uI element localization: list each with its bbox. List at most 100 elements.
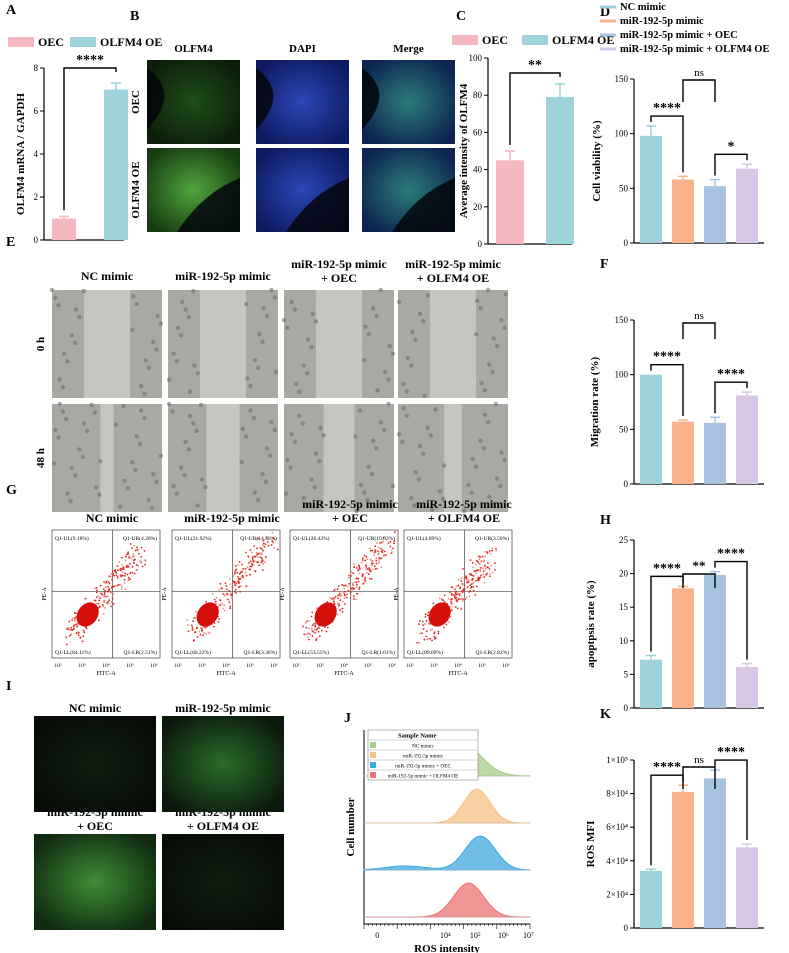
cell-texture: [252, 490, 258, 495]
flow-event: [360, 561, 363, 564]
cell-texture: [309, 345, 314, 350]
y-tick-label: 0: [624, 923, 629, 933]
flow-event: [110, 572, 113, 575]
ros-histogram: 0 10⁴ 10⁵ 10⁶ 10⁷ ROS intensity Cell number Sam…: [345, 729, 534, 953]
flow-event: [248, 561, 250, 564]
flow-event: [264, 543, 267, 546]
flow-event: [421, 620, 424, 623]
cell-texture: [174, 359, 179, 364]
flow-event: [351, 586, 354, 589]
flow-event: [260, 552, 263, 555]
flow-event: [344, 602, 347, 605]
group-label: NC mimic: [69, 701, 122, 715]
flow-event: [79, 636, 82, 639]
flow-event: [365, 564, 367, 567]
panel-label-I: I: [6, 679, 11, 694]
flow-event: [247, 555, 250, 558]
flow-event: [70, 628, 73, 631]
cell-texture: [370, 438, 376, 443]
cell-texture: [421, 451, 426, 456]
cell-texture: [192, 363, 197, 368]
flow-event: [433, 632, 436, 635]
cell-texture: [260, 472, 265, 477]
flow-event: [257, 561, 259, 563]
bar-2: [546, 97, 574, 244]
flow-event: [468, 595, 471, 597]
panel-b-row-label: OLFM4 OE: [130, 161, 142, 218]
panel-label-E: E: [6, 235, 15, 250]
quadrant-label: Q1-UL(4.89%): [407, 535, 441, 542]
cell-texture: [365, 497, 370, 503]
legend-label: miR-192-5p mimic + OLFM4 OE: [620, 44, 769, 55]
flow-event: [100, 592, 102, 595]
cell-texture: [53, 427, 58, 433]
flow-event: [232, 563, 234, 566]
cell-texture: [130, 460, 135, 465]
histogram-trace: [364, 788, 531, 824]
flow-event: [130, 556, 132, 559]
flow-event: [69, 634, 72, 637]
flow-event: [486, 566, 489, 569]
flow-event: [259, 556, 262, 559]
legend-label: miR-192-5p mimic + OEC: [395, 764, 451, 770]
flow-event: [363, 578, 366, 581]
flow-event: [144, 563, 146, 566]
x-axis-label: ROS intensity: [414, 943, 480, 953]
flow-event: [131, 571, 134, 574]
cell-texture: [257, 332, 262, 337]
cell-texture: [297, 389, 302, 394]
legend-label: NC mimic: [620, 2, 666, 13]
scratch-gap: [100, 404, 114, 512]
flow-event: [431, 628, 434, 631]
cell-texture: [154, 347, 159, 352]
quadrant-label: Q1-LR(1.01%): [362, 649, 396, 656]
flow-event: [378, 557, 381, 559]
flow-event: [249, 549, 252, 551]
flow-event: [333, 597, 336, 600]
cell-texture: [470, 456, 475, 462]
legend-label: miR-192-5p mimic: [620, 16, 704, 27]
flow-event: [337, 594, 340, 597]
flow-event: [213, 622, 216, 624]
flow-event: [136, 549, 139, 552]
group-label: NC mimic: [86, 511, 139, 525]
flow-event: [339, 592, 342, 595]
cell-texture: [281, 318, 287, 323]
flow-event: [107, 595, 109, 598]
cell-texture: [183, 307, 188, 312]
flow-event: [461, 567, 464, 570]
cell-texture: [425, 293, 430, 298]
x-tick-label: 10³: [78, 663, 86, 669]
bar-chart-A: 0 2 4 6 8 OLFM4 mRNA / GAPDH ****: [15, 53, 128, 245]
flow-event: [307, 627, 310, 630]
cell-texture: [374, 446, 379, 451]
y-tick-label: 10: [619, 636, 629, 646]
cell-texture: [416, 477, 422, 482]
cell-texture: [130, 327, 135, 333]
flow-event: [316, 627, 319, 630]
cell-texture: [289, 299, 294, 305]
flow-event: [303, 633, 306, 636]
flow-event: [71, 619, 73, 621]
flow-event: [107, 603, 110, 605]
group-label: + OEC: [332, 511, 368, 525]
flow-event: [429, 637, 432, 640]
flow-event: [365, 572, 368, 574]
cell-texture: [155, 313, 160, 319]
x-tick-label: 0: [375, 931, 379, 940]
flow-event: [368, 547, 371, 550]
cell-texture: [53, 295, 58, 300]
flow-event: [363, 554, 366, 557]
cell-texture: [138, 383, 144, 389]
cell-texture: [133, 467, 138, 473]
flow-plot: Q1-UL(9.18%) Q1-UR(4.20%) Q1-LL(84.11%) Q1-…: [42, 529, 161, 677]
flow-event: [310, 627, 313, 630]
flow-event: [393, 531, 396, 533]
flow-event: [356, 583, 358, 586]
flow-event: [381, 549, 384, 552]
bar-1: [640, 374, 662, 484]
flow-event: [419, 632, 422, 635]
flow-event: [111, 578, 113, 581]
y-tick-label: 0: [34, 235, 39, 245]
cell-texture: [69, 333, 75, 338]
